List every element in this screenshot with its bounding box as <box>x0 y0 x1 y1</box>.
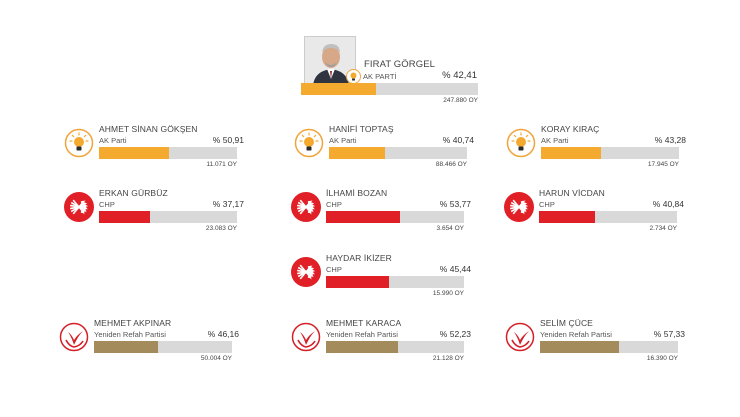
headline-candidate-name: FIRAT GÖRGEL <box>364 59 436 70</box>
vote-percentage: % 43,28 <box>654 135 686 145</box>
akparti-bulb-icon <box>294 128 324 158</box>
headline-party-logo <box>346 69 361 84</box>
party-name: AK Parti <box>99 136 127 145</box>
vote-percentage: % 37,17 <box>212 199 244 209</box>
vote-percentage: % 57,33 <box>653 329 685 339</box>
candidate-card: SELİM ÇÜCE Yeniden Refah Partisi % 57,33 16… <box>505 318 689 368</box>
party-name: CHP <box>326 265 342 274</box>
chp-six-arrows-icon <box>291 257 321 287</box>
vote-bar <box>326 276 464 288</box>
candidate-card: İLHAMİ BOZAN CHP % 53,77 3.654 OY <box>291 188 475 238</box>
candidate-name: HARUN VİCDAN <box>539 188 605 198</box>
party-logo <box>64 128 94 158</box>
vote-count: 23.083 OY <box>205 225 237 232</box>
headline-vote-bar-fill <box>301 83 377 95</box>
akparti-bulb-icon <box>350 72 357 81</box>
vote-bar-fill <box>540 341 620 353</box>
candidate-card: MEHMET AKPINAR Yeniden Refah Partisi % 46,… <box>59 318 243 368</box>
party-name: AK Parti <box>541 136 569 145</box>
chp-six-arrows-icon <box>504 192 534 222</box>
party-logo <box>505 322 535 352</box>
party-name: CHP <box>539 200 555 209</box>
candidate-card: AHMET SİNAN GÖKŞEN AK Parti % 50,91 11.071 … <box>64 124 248 174</box>
vote-bar <box>326 211 464 223</box>
headline-party-name: AK PARTİ <box>363 72 397 81</box>
vote-count: 50.004 OY <box>200 355 232 362</box>
vote-bar-fill <box>539 211 596 223</box>
candidate-card: KORAY KIRAÇ AK Parti % 43,28 17.945 OY <box>506 124 690 174</box>
chp-six-arrows-icon <box>64 192 94 222</box>
vote-percentage: % 53,77 <box>439 199 471 209</box>
akparti-bulb-icon <box>506 128 536 158</box>
candidate-name: SELİM ÇÜCE <box>540 318 593 328</box>
vote-count: 15.990 OY <box>432 290 464 297</box>
vote-bar-fill <box>326 276 389 288</box>
vote-bar <box>540 341 678 353</box>
candidate-name: KORAY KIRAÇ <box>541 124 600 134</box>
candidate-card: HAYDAR İKİZER CHP % 45,44 15.990 OY <box>291 253 475 303</box>
vote-count: 3.654 OY <box>436 225 464 232</box>
vote-percentage: % 40,84 <box>652 199 684 209</box>
candidate-name: MEHMET AKPINAR <box>94 318 172 328</box>
vote-bar <box>329 147 467 159</box>
vote-percentage: % 52,23 <box>439 329 471 339</box>
vote-bar <box>326 341 464 353</box>
vote-percentage: % 50,91 <box>212 135 244 145</box>
candidate-name: İLHAMİ BOZAN <box>326 188 388 198</box>
candidate-name: AHMET SİNAN GÖKŞEN <box>99 124 198 134</box>
vote-bar-fill <box>326 341 399 353</box>
vote-count: 16.390 OY <box>646 355 678 362</box>
party-logo <box>506 128 536 158</box>
vote-count: 17.945 OY <box>647 161 679 168</box>
party-logo <box>291 322 321 352</box>
vote-count: 21.128 OY <box>432 355 464 362</box>
vote-bar-fill <box>99 147 170 159</box>
vote-bar <box>94 341 232 353</box>
candidate-name: HANİFİ TOPTAŞ <box>329 124 394 134</box>
party-logo <box>64 192 94 222</box>
vote-bar <box>539 211 677 223</box>
headline-vote-percentage: % 42,41 <box>442 70 477 81</box>
vote-bar-fill <box>541 147 601 159</box>
vote-percentage: % 40,74 <box>442 135 474 145</box>
vote-bar-fill <box>94 341 158 353</box>
yeniden-refah-logo-icon <box>291 322 321 352</box>
party-logo <box>59 322 89 352</box>
headline-vote-bar <box>301 83 478 95</box>
candidate-card: HANİFİ TOPTAŞ AK Parti % 40,74 88.466 OY <box>294 124 478 174</box>
party-name: CHP <box>326 200 342 209</box>
vote-percentage: % 46,16 <box>207 329 239 339</box>
candidate-card: MEHMET KARACA Yeniden Refah Partisi % 52,2… <box>291 318 475 368</box>
party-name: AK Parti <box>329 136 357 145</box>
vote-count: 2.734 OY <box>649 225 677 232</box>
candidate-card: ERKAN GÜRBÜZ CHP % 37,17 23.083 OY <box>64 188 248 238</box>
candidate-name: HAYDAR İKİZER <box>326 253 392 263</box>
vote-bar-fill <box>329 147 386 159</box>
party-logo <box>291 192 321 222</box>
candidate-card: HARUN VİCDAN CHP % 40,84 2.734 OY <box>504 188 688 238</box>
vote-bar-fill <box>326 211 401 223</box>
party-name: Yeniden Refah Partisi <box>94 330 166 339</box>
akparti-bulb-icon <box>64 128 94 158</box>
vote-bar <box>99 211 237 223</box>
yeniden-refah-logo-icon <box>59 322 89 352</box>
vote-bar-fill <box>99 211 151 223</box>
vote-bar <box>541 147 679 159</box>
vote-count: 11.071 OY <box>206 161 237 168</box>
vote-count: 88.466 OY <box>435 161 467 168</box>
party-logo <box>291 257 321 287</box>
party-logo <box>294 128 324 158</box>
candidate-name: MEHMET KARACA <box>326 318 402 328</box>
vote-bar <box>99 147 237 159</box>
party-name: Yeniden Refah Partisi <box>540 330 612 339</box>
yeniden-refah-logo-icon <box>505 322 535 352</box>
party-name: CHP <box>99 200 115 209</box>
party-logo <box>504 192 534 222</box>
vote-percentage: % 45,44 <box>439 264 471 274</box>
party-name: Yeniden Refah Partisi <box>326 330 398 339</box>
chp-six-arrows-icon <box>291 192 321 222</box>
candidate-name: ERKAN GÜRBÜZ <box>99 188 168 198</box>
headline-candidate-card: FIRAT GÖRGEL AK PARTİ % 42,41 247.880 OY <box>300 36 480 106</box>
headline-vote-count: 247.880 OY <box>443 97 478 104</box>
